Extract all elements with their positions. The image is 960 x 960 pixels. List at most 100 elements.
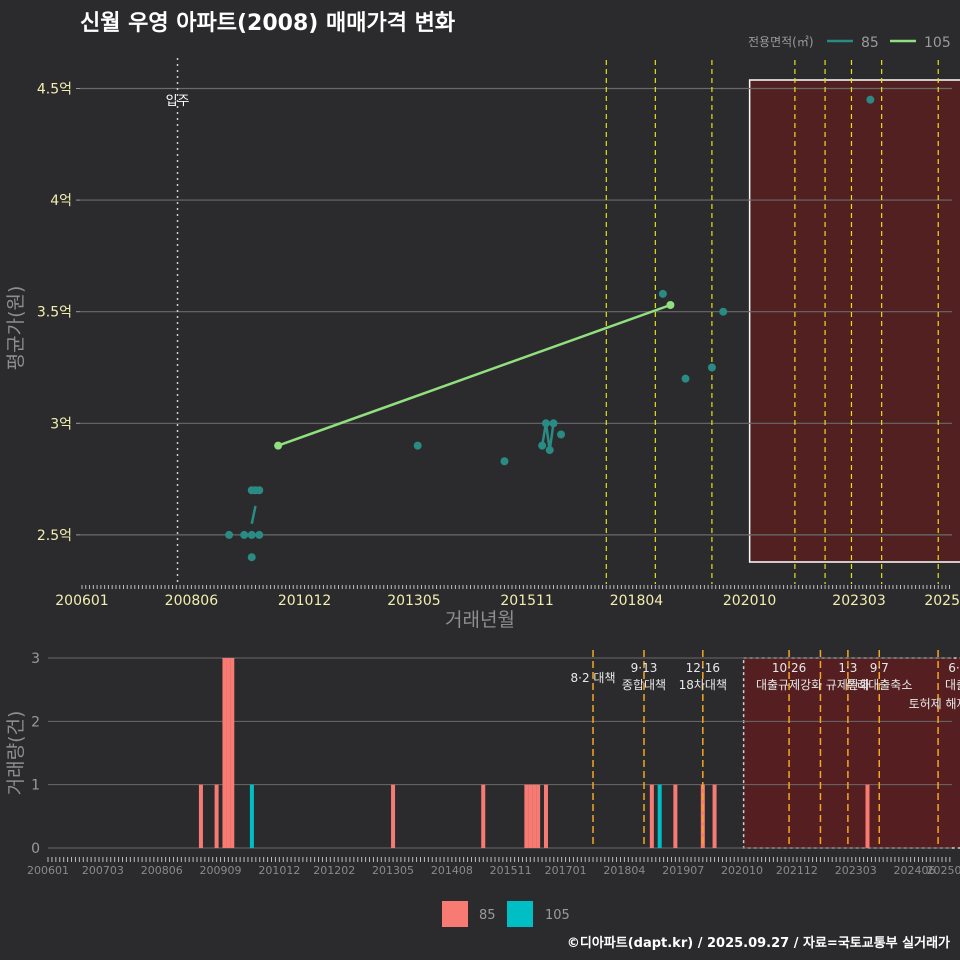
policy-annotation-text: 18차대책 [679,677,727,692]
occupancy-marker: 입주 [166,58,190,584]
volume-x-tick-label: 200601 [27,864,69,877]
chart-title: 신월 우영 아파트(2008) 매매가격 변화 [80,11,455,36]
series-105-point [666,300,675,309]
volume-y-tick-label: 1 [31,778,40,794]
x-axis-label: 거래년월 [445,609,515,631]
occupancy-label: 입주 [166,94,190,109]
volume-panel: 8·2 대책 9·13 종합대책 12·16 18차대책 10·26 대출규제강화 1·3 규제… [27,650,960,877]
top-legend: 전용면적(㎡) 85 105 [748,35,951,51]
policy-annotation-text: 종합대책 [622,677,666,692]
series-105-point [274,441,283,450]
series-85-point [247,530,256,539]
series-85-point [500,457,509,466]
series-85-point [707,363,716,372]
legend-label-105-volume: 105 [545,908,570,923]
policy-annotation-text: 9·13 [631,661,658,675]
legend-title: 전용면적(㎡) [748,35,814,49]
volume-y-tick-label: 3 [31,651,40,667]
highlight-box [748,79,960,563]
series-85-point [413,441,422,450]
volume-bar-85 [222,658,227,848]
legend-label-105: 105 [924,35,951,51]
volume-bar-85 [198,784,203,848]
volume-bar-85 [524,784,529,848]
volume-x-tick-label: 201305 [372,864,414,877]
volume-bar-85 [865,784,870,848]
policy-annotation-text: 대출규 [945,678,960,692]
series-85-point [240,530,249,539]
volume-x-tick-label: 202112 [776,864,818,877]
volume-x-tick-label: 201408 [431,864,473,877]
volume-bar-105 [657,784,662,848]
highlight-region [748,79,960,563]
series-85-point [545,446,554,455]
x-tick-label: 201511 [500,593,553,609]
series-85-point [538,441,547,450]
x-tick-label: 201012 [278,593,331,609]
series-85-point [658,289,667,298]
volume-axes: 0 1 2 3 200601 200703 200806 200909 201012 201202… [27,651,960,877]
volume-bar-85 [226,658,231,848]
volume-x-tick-label: 200909 [200,864,242,877]
source-caption: ©디아파트(dapt.kr) / 2025.09.27 / 자료=국토교통부 실… [567,935,950,951]
volume-x-tick-label: 201511 [490,864,532,877]
series-85-point [255,530,264,539]
x-tick-label: 201305 [387,593,440,609]
volume-x-tick-label: 20250 [927,864,960,877]
series-85-point [247,553,256,562]
volume-x-tick-label: 201701 [545,864,587,877]
series-85-zigzag [540,423,555,451]
volume-bar-105 [249,784,254,848]
volume-bars [198,658,870,848]
volume-gridlines [48,657,952,849]
y-tick-label: 3.5억 [37,305,72,321]
legend-label-85-volume: 85 [479,908,496,923]
legend-swatch-85-volume [442,901,468,927]
volume-y-tick-label: 2 [31,714,40,730]
policy-annotation-text: 8·2 대책 [571,670,616,685]
policy-annotations: 8·2 대책 9·13 종합대책 12·16 18차대책 10·26 대출규제강화 1·3 규제… [571,661,960,711]
series-85-point [681,374,690,383]
policy-annotation-text: 규제완화 [826,678,870,692]
volume-x-tick-label: 201202 [313,864,355,877]
policy-annotation-text: 10·26 [772,661,806,675]
volume-bar-85 [649,784,654,848]
volume-bar-85 [673,784,678,848]
volume-bar-85 [214,784,219,848]
policy-annotation-text: 토허제 해제 [909,697,960,711]
y-tick-label: 2.5억 [37,528,72,544]
volume-x-tick-label: 202303 [835,864,877,877]
volume-x-tick-label: 202010 [721,864,763,877]
volume-x-tick-label: 201907 [662,864,704,877]
series-85-line [250,505,257,524]
series-85-point [719,307,728,316]
series-85-point [255,486,264,495]
series-85-point [549,419,558,428]
volume-bar-85 [391,784,396,848]
volume-y-tick-label: 0 [31,841,40,857]
volume-bar-85 [532,784,537,848]
bottom-legend: 85 105 [442,901,570,927]
volume-x-tick-label: 200703 [82,864,124,877]
volume-highlight-box [742,657,960,849]
volume-bar-85 [230,658,235,848]
volume-x-tick-label: 202406 [894,864,936,877]
policy-annotation-text: 9·7 [870,661,889,675]
price-axes: 2.5억 3억 3.5억 4억 4.5억 200601 200806 201012 201305… [37,81,960,609]
price-series [225,95,875,562]
legend-swatch-105-volume [507,901,533,927]
price-panel: 입주 2.5억 3억 3.5억 4억 4.5억 200601 200806 201012 201… [37,58,960,609]
policy-annotation-text: 6·27 [948,661,960,675]
x-tick-label: 200601 [55,593,108,609]
volume-highlight-region [742,657,960,849]
volume-bar-85 [712,784,717,848]
series-85-point [866,95,875,104]
volume-bar-85 [481,784,486,848]
x-tick-label: 2025 [924,593,960,609]
x-tick-label: 202303 [832,593,885,609]
volume-x-tick-label: 201804 [603,864,645,877]
volume-x-tick-label: 200806 [141,864,183,877]
volume-y-axis-label: 거래량(건) [5,711,27,796]
volume-bar-85 [528,784,533,848]
